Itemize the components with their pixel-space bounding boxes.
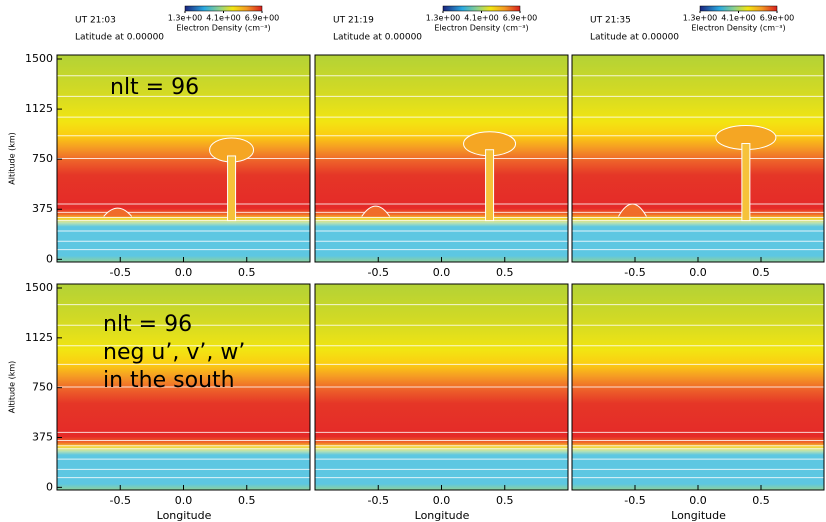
x-tick-label: -0.5 xyxy=(110,266,131,279)
y-tick-label: 1500 xyxy=(25,281,53,294)
x-tick-label: -0.5 xyxy=(110,494,131,507)
colorbar-tick-label: 4.1e+00 xyxy=(464,14,499,23)
ut-time: UT 21:35 xyxy=(590,16,631,26)
x-tick-label: 0.5 xyxy=(496,494,514,507)
y-tick-label: 1500 xyxy=(25,52,53,65)
colorbar xyxy=(442,5,521,12)
y-tick-label: 1125 xyxy=(25,331,53,344)
colorbar xyxy=(699,5,778,12)
ut-time: UT 21:03 xyxy=(75,16,116,26)
plume-stem xyxy=(741,143,751,222)
colorbar-label: Electron Density (cm⁻³) xyxy=(691,24,785,33)
plume-stem xyxy=(227,155,237,222)
y-tick-label: 0 xyxy=(46,480,53,493)
x-tick-label: -0.5 xyxy=(368,266,389,279)
colorbar-tick-label: 4.1e+00 xyxy=(206,14,241,23)
x-tick-label: 0.5 xyxy=(496,266,514,279)
x-tick-label: 0.0 xyxy=(175,494,193,507)
x-tick-label: -0.5 xyxy=(624,494,645,507)
colorbar-tick-label: 6.9e+00 xyxy=(760,14,795,23)
annotation: in the south xyxy=(103,368,235,393)
x-axis-label: Longitude xyxy=(415,509,470,522)
colorbar-tick-label: 1.3e+00 xyxy=(683,14,718,23)
colorbar-label: Electron Density (cm⁻³) xyxy=(434,24,528,33)
colorbar-tick-label: 1.3e+00 xyxy=(426,14,461,23)
x-axis-label: Longitude xyxy=(671,509,726,522)
colorbar-tick-label: 6.9e+00 xyxy=(503,14,538,23)
x-tick-label: 0.5 xyxy=(752,494,770,507)
y-tick-label: 375 xyxy=(32,431,53,444)
x-tick-label: 0.0 xyxy=(689,494,707,507)
plume-bump xyxy=(618,203,647,217)
annotation: neg u’, v’, w’ xyxy=(103,340,245,365)
colorbar-tick-label: 6.9e+00 xyxy=(245,14,280,23)
x-tick-label: 0.0 xyxy=(175,266,193,279)
x-tick-label: -0.5 xyxy=(624,266,645,279)
plume-bump xyxy=(361,205,391,217)
y-axis-label: Altitude (km) xyxy=(8,361,17,413)
x-axis-label: Longitude xyxy=(157,509,212,522)
x-tick-label: -0.5 xyxy=(368,494,389,507)
y-axis-label: Altitude (km) xyxy=(8,132,17,184)
annotation: nlt = 96 xyxy=(103,312,192,337)
x-tick-label: 0.0 xyxy=(689,266,707,279)
latitude: Latitude at 0.00000 xyxy=(333,33,422,43)
ut-time: UT 21:19 xyxy=(333,16,374,26)
plume-stem xyxy=(485,149,495,222)
y-tick-label: 1125 xyxy=(25,102,53,115)
y-tick-label: 0 xyxy=(46,252,53,265)
x-tick-label: 0.5 xyxy=(238,266,256,279)
colorbar-tick-label: 1.3e+00 xyxy=(168,14,203,23)
plume-bump xyxy=(103,207,133,217)
latitude: Latitude at 0.00000 xyxy=(75,33,164,43)
y-tick-label: 750 xyxy=(32,152,53,165)
x-tick-label: 0.5 xyxy=(752,266,770,279)
y-tick-label: 750 xyxy=(32,381,53,394)
latitude: Latitude at 0.00000 xyxy=(590,33,679,43)
y-tick-label: 375 xyxy=(32,202,53,215)
x-tick-label: 0.0 xyxy=(433,494,451,507)
x-tick-label: 0.5 xyxy=(238,494,256,507)
colorbar-label: Electron Density (cm⁻³) xyxy=(176,24,270,33)
colorbar-tick-label: 4.1e+00 xyxy=(721,14,756,23)
colorbar xyxy=(184,5,263,12)
annotation: nlt = 96 xyxy=(110,75,199,100)
x-tick-label: 0.0 xyxy=(433,266,451,279)
